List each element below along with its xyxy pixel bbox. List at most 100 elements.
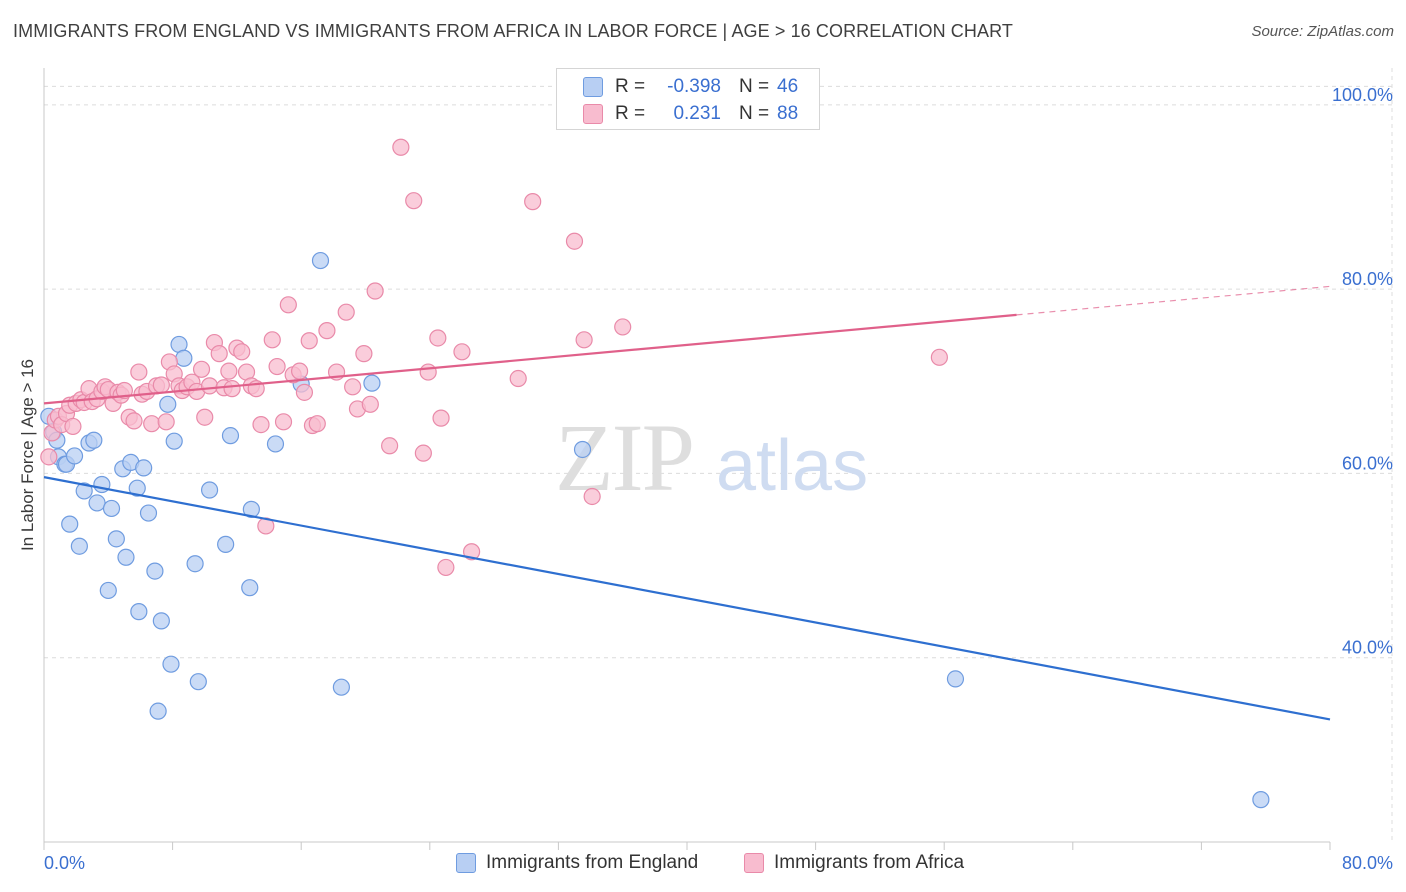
- africa-point: [575, 331, 593, 349]
- england-point: [221, 427, 240, 445]
- africa-point: [40, 448, 58, 466]
- england-point: [165, 432, 183, 450]
- africa-point: [115, 381, 133, 400]
- legend-row-africa: R = 0.231 N = 88: [583, 102, 798, 126]
- england-point: [149, 702, 167, 720]
- africa-point: [220, 362, 238, 380]
- england-point: [146, 562, 164, 580]
- africa-point: [274, 413, 293, 431]
- y-tick-label: 60.0%: [1342, 453, 1393, 473]
- england-point: [152, 612, 170, 630]
- africa-point: [614, 318, 632, 336]
- africa-point: [524, 193, 542, 211]
- africa-point: [125, 412, 143, 430]
- england-point: [573, 440, 592, 459]
- africa-point: [290, 362, 309, 380]
- africa-point: [279, 296, 297, 314]
- africa-point: [381, 437, 399, 455]
- england-point: [175, 349, 193, 367]
- england-point: [99, 581, 117, 600]
- england-point: [159, 395, 177, 413]
- africa-point: [509, 369, 527, 388]
- england-point: [102, 499, 121, 518]
- england-point: [162, 655, 180, 673]
- africa-point: [355, 345, 373, 363]
- england-n-label: N =: [739, 76, 770, 97]
- england-point: [85, 431, 103, 449]
- africa-point: [583, 487, 601, 506]
- england-point: [189, 673, 207, 691]
- england-point: [107, 530, 125, 548]
- y-tick-label: 100.0%: [1332, 85, 1393, 105]
- england-point: [75, 482, 93, 500]
- africa-point: [565, 232, 584, 250]
- africa-swatch: [583, 104, 603, 124]
- england-point: [946, 670, 965, 688]
- england-point: [88, 494, 106, 512]
- england-point: [186, 555, 204, 573]
- england-point: [70, 537, 88, 555]
- africa-point: [233, 343, 251, 361]
- england-point: [311, 251, 330, 270]
- africa-n-label: N =: [739, 103, 770, 124]
- england-point: [363, 374, 381, 392]
- africa-point: [318, 322, 336, 340]
- y-tick-label: 40.0%: [1342, 638, 1393, 658]
- england-r-value: -0.398: [667, 76, 721, 97]
- series-legend: Immigrants from England Immigrants from …: [0, 852, 1406, 876]
- africa-point: [453, 343, 471, 361]
- africa-point: [437, 558, 455, 577]
- x-tick-label-min: 0.0%: [44, 853, 85, 873]
- england-n-value: 46: [777, 76, 799, 97]
- africa-point: [392, 138, 410, 156]
- watermark-zip: ZIP: [555, 404, 693, 511]
- africa-trend-extension: [1016, 285, 1331, 316]
- england-point: [128, 479, 146, 497]
- england-swatch: [583, 77, 603, 97]
- africa-point: [192, 360, 211, 378]
- africa-point: [196, 408, 214, 426]
- england-point: [217, 535, 235, 553]
- africa-point: [268, 357, 286, 376]
- africa-point: [361, 395, 379, 413]
- africa-point: [152, 376, 170, 394]
- england-point: [130, 603, 148, 621]
- africa-point: [263, 331, 281, 349]
- africa-point: [223, 380, 241, 398]
- africa-trend-line: [43, 313, 1017, 405]
- legend-item-africa[interactable]: Immigrants from Africa: [744, 852, 964, 874]
- watermark: ZIP atlas: [555, 404, 868, 511]
- africa-point: [130, 363, 148, 381]
- africa-n-value: 88: [777, 103, 799, 124]
- points-layer: [40, 138, 1270, 809]
- england-legend-label: Immigrants from England: [486, 852, 699, 873]
- chart-title: IMMIGRANTS FROM ENGLAND VS IMMIGRANTS FR…: [13, 21, 1013, 41]
- africa-point: [414, 444, 432, 462]
- legend-row-england: R = -0.398 N = 46: [583, 75, 798, 99]
- africa-legend-label: Immigrants from Africa: [774, 852, 965, 873]
- africa-point: [930, 348, 948, 366]
- africa-point: [300, 332, 318, 350]
- england-point: [266, 435, 285, 453]
- england-point: [65, 447, 84, 465]
- source-credit: Source: ZipAtlas.com: [1251, 23, 1394, 40]
- england-point: [200, 481, 219, 499]
- africa-point: [419, 363, 437, 381]
- england-legend-swatch: [456, 853, 476, 873]
- england-r-label: R =: [615, 76, 646, 97]
- england-point: [135, 459, 153, 477]
- england-point: [61, 515, 79, 533]
- africa-point: [64, 417, 82, 436]
- africa-point: [295, 383, 314, 401]
- africa-point: [200, 377, 219, 395]
- africa-point: [337, 303, 355, 321]
- y-tick-label: 80.0%: [1342, 269, 1393, 289]
- england-point: [241, 579, 259, 597]
- england-point: [242, 500, 260, 518]
- axis-layer: 40.0% 60.0% 80.0% 100.0% 0.0% 80.0%: [43, 68, 1393, 873]
- africa-point: [344, 378, 362, 396]
- africa-point: [157, 413, 175, 431]
- watermark-atlas: atlas: [716, 426, 868, 506]
- legend-item-england[interactable]: Immigrants from England: [456, 852, 698, 874]
- africa-point: [366, 282, 384, 300]
